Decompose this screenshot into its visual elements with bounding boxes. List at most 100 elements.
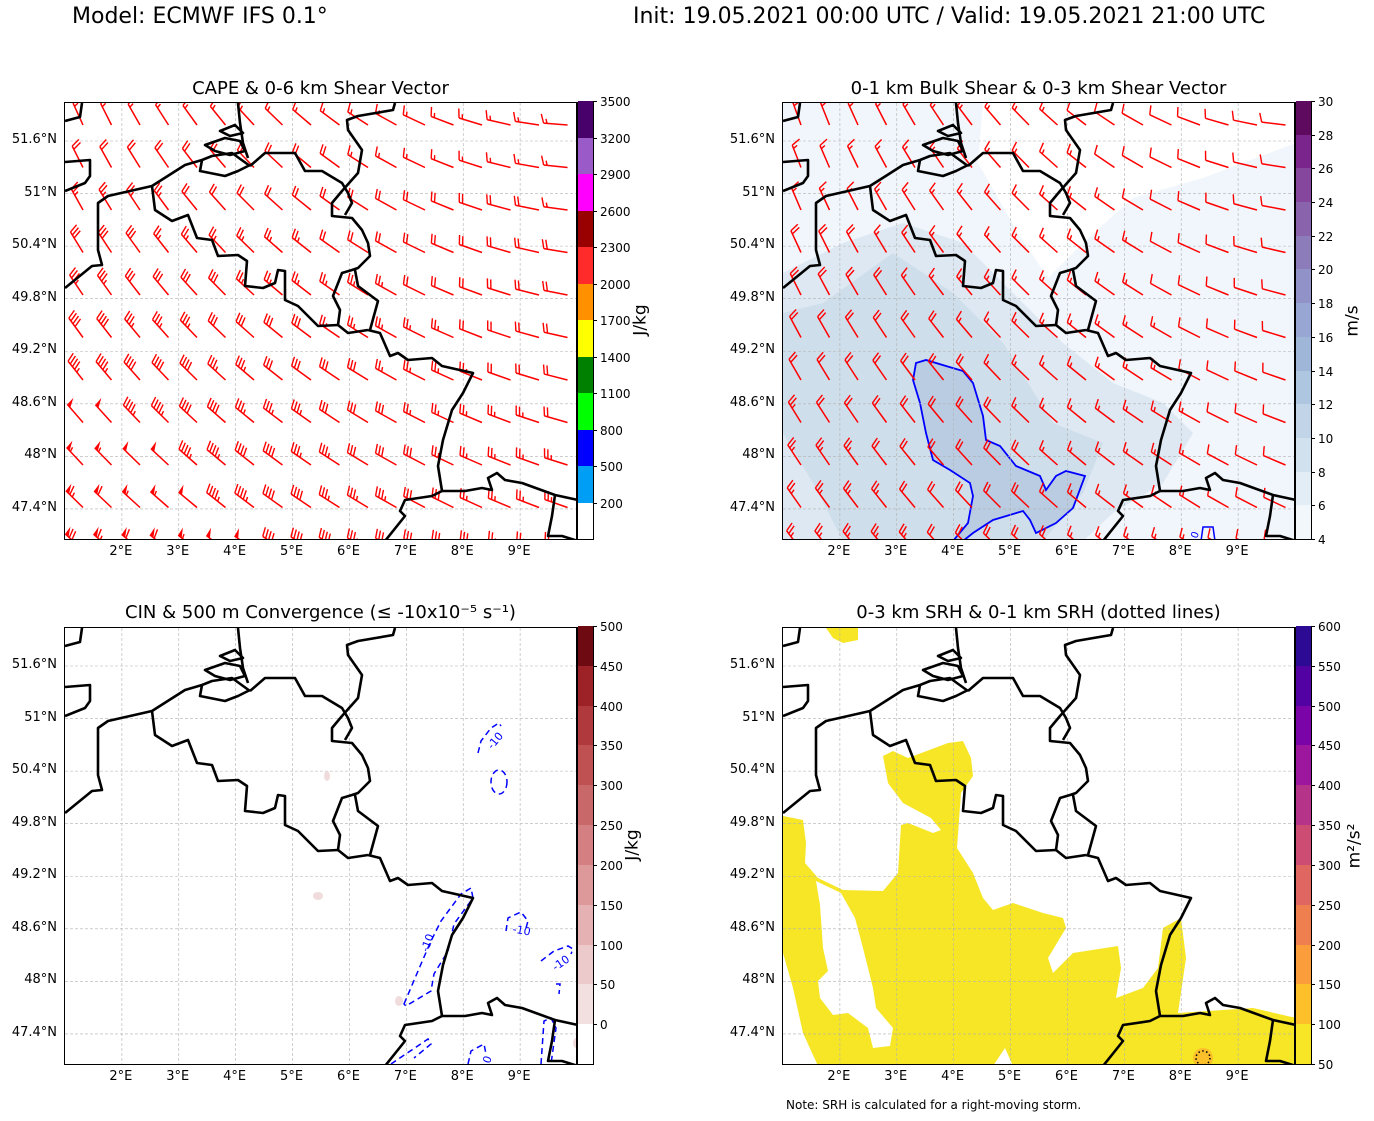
colorbar-tick-label: 450 — [593, 659, 623, 674]
wind-barb — [1066, 185, 1087, 211]
colorbar-tick-label: 400 — [593, 699, 623, 714]
lon-tick-label: 4°E — [941, 544, 965, 559]
wind-barb — [1038, 312, 1058, 339]
wind-barb — [93, 483, 113, 509]
wind-barb — [65, 483, 84, 509]
wind-barb — [1205, 234, 1229, 254]
wind-barb — [374, 146, 397, 169]
wind-barb — [1038, 397, 1058, 424]
wind-barb — [844, 352, 859, 381]
wind-barb — [1149, 105, 1172, 126]
wind-barb — [319, 229, 340, 254]
lon-tick-label: 4°E — [941, 1069, 965, 1084]
wind-barb — [871, 437, 888, 466]
gridlines — [783, 103, 1294, 539]
wind-barb — [1066, 440, 1087, 466]
wind-barb — [487, 488, 511, 509]
colorbar-tick-label: 20 — [1310, 263, 1334, 278]
colorbar-band — [1296, 864, 1311, 905]
colorbar-tick-label: 3500 — [593, 95, 631, 109]
colorbar-tick-label: 2000 — [593, 277, 631, 292]
wind-barb — [1121, 230, 1144, 254]
wind-barb — [983, 439, 1002, 466]
wind-barb — [819, 138, 831, 168]
colorbar-tick-label: 600 — [1311, 620, 1341, 634]
wind-barb — [1205, 276, 1229, 296]
wind-barb — [514, 279, 540, 296]
colorbar-band — [1296, 784, 1311, 826]
wind-barb — [180, 225, 198, 253]
wind-barb — [819, 103, 831, 126]
cin-patch — [313, 892, 323, 900]
cape-colorbar — [577, 100, 594, 540]
wind-barb — [177, 527, 185, 539]
gridlines — [783, 628, 1294, 1064]
wind-barb — [1149, 147, 1172, 169]
colorbar-tick-label: 22 — [1310, 229, 1334, 244]
wind-barb — [1122, 399, 1144, 424]
wind-barb — [178, 397, 198, 424]
wind-barb — [1121, 188, 1144, 211]
wind-barb — [374, 401, 397, 424]
wind-barb — [374, 358, 397, 381]
lat-tick-label: 51°N — [24, 709, 57, 725]
colorbar-band — [1296, 134, 1311, 169]
lat-tick-label: 48.6°N — [11, 394, 57, 410]
lat-tick-label: 48°N — [24, 447, 57, 463]
wind-barb — [792, 103, 802, 126]
wind-barb — [127, 103, 141, 126]
colorbar-band — [1296, 336, 1311, 371]
wind-barb — [318, 399, 340, 424]
lat-tick-label: 48.6°N — [729, 394, 775, 410]
wind-barb — [346, 315, 369, 339]
wind-barb — [843, 437, 859, 466]
colorbar-band — [1296, 471, 1311, 506]
wind-barb — [873, 224, 888, 253]
wind-barb — [816, 309, 831, 338]
wind-barb — [1011, 354, 1030, 381]
wind-barb — [1205, 192, 1229, 211]
lat-tick-label: 48°N — [742, 972, 775, 988]
wind-barb — [430, 276, 454, 296]
shear-vector-barbs — [65, 103, 568, 539]
wind-barb — [431, 529, 441, 539]
convergence-contour — [556, 983, 561, 995]
wind-barb — [954, 523, 963, 539]
wind-barb — [814, 522, 823, 539]
wind-barb — [815, 394, 831, 423]
colorbar-band — [1296, 268, 1311, 304]
wind-barb — [99, 103, 113, 126]
wind-barb — [1038, 355, 1058, 381]
wind-barb — [205, 527, 213, 539]
wind-barb — [430, 360, 454, 381]
wind-barb — [290, 484, 312, 509]
wind-barb — [94, 397, 113, 424]
colorbar-band — [1296, 437, 1311, 472]
colorbar-tick-label: 250 — [593, 819, 623, 834]
wind-barb — [1234, 403, 1258, 424]
wind-barb — [208, 226, 227, 254]
convergence-contour — [403, 886, 474, 1007]
lon-tick-label: 9°E — [507, 544, 531, 559]
wind-barb — [264, 142, 284, 169]
wind-barb — [874, 138, 888, 168]
wind-barb — [262, 398, 283, 424]
cin-patch — [395, 996, 403, 1006]
wind-barb — [458, 150, 483, 169]
lat-tick-label: 47.4°N — [729, 499, 775, 515]
lat-tick-label: 49.2°N — [11, 867, 57, 883]
wind-barb — [540, 155, 568, 169]
wind-barb — [1177, 149, 1201, 169]
bulk-shear-map: 0 — [782, 102, 1295, 540]
lon-tick-label: 7°E — [393, 1069, 417, 1084]
wind-barb — [291, 228, 312, 254]
colorbar-band — [578, 1023, 593, 1064]
colorbar-tick-label: 0 — [593, 1018, 608, 1033]
colorbar-band — [578, 983, 593, 1025]
lon-tick-label: 5°E — [998, 1069, 1022, 1084]
cape-map — [64, 102, 577, 540]
wind-barb — [786, 522, 795, 539]
lon-tick-label: 2°E — [827, 544, 851, 559]
wind-barb — [1261, 279, 1286, 296]
wind-barb — [69, 267, 84, 296]
